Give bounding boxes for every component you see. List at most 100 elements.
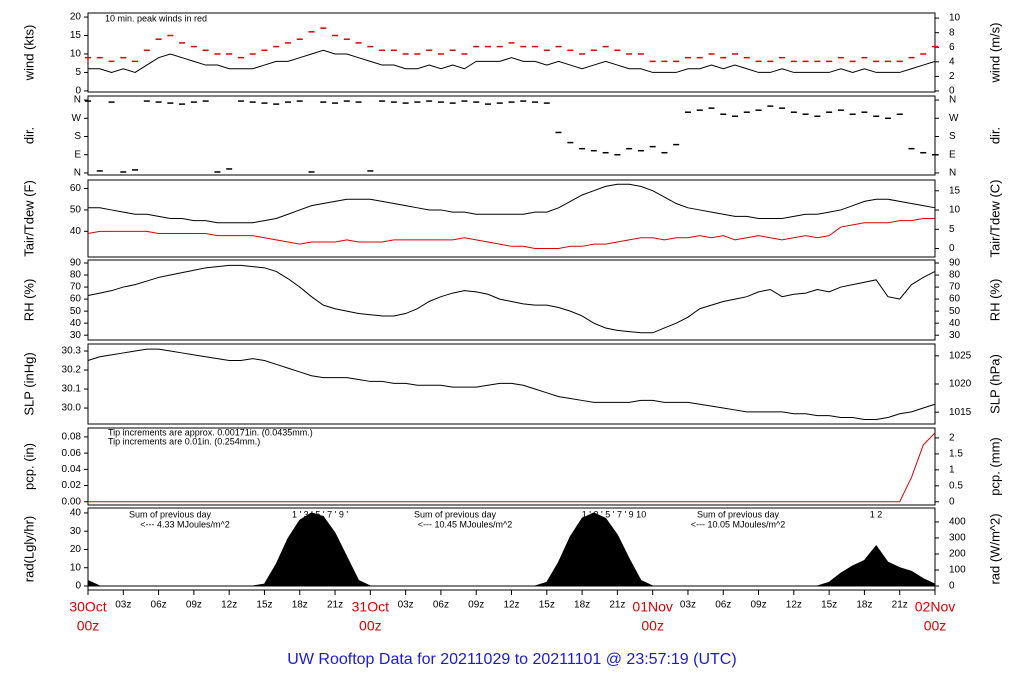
annotation: Sum of previous day [697, 509, 780, 519]
y2-axis-label: pcp. (mm) [987, 437, 1002, 496]
y-axis-label: Tair/Tdew (F) [21, 180, 36, 257]
y2-tick-label: 0 [949, 581, 955, 592]
annotation: 1 ' 3 ' 5 ' 7 ' 9 ' [292, 509, 348, 519]
x-tick-label: 09z [468, 600, 484, 611]
y2-tick-label: 0 [949, 243, 955, 254]
x-tick-label: 15z [539, 600, 555, 611]
day-label: 30Oct [69, 599, 106, 615]
panel-frame [87, 179, 936, 258]
y2-tick-label: 1020 [949, 379, 972, 390]
annotation: <--- 10.05 MJoules/m^2 [691, 519, 786, 529]
y-axis-label: RH (%) [21, 279, 36, 322]
y-tick-label: S [74, 131, 81, 142]
y2-tick-label: 100 [949, 565, 966, 576]
day-label: 01Nov [632, 599, 672, 615]
y-tick-label: 0.04 [62, 464, 82, 475]
y2-tick-label: 80 [949, 270, 961, 281]
y2-axis-label: Tair/Tdew (C) [987, 179, 1002, 257]
x-tick-label: 06z [433, 600, 449, 611]
data-line [88, 183, 936, 224]
y-axis-label: SLP (inHg) [21, 352, 36, 415]
y-tick-label: N [74, 95, 81, 106]
y-tick-label: 90 [70, 258, 82, 269]
y2-tick-label: 0 [949, 86, 955, 97]
x-tick-label: 03z [115, 600, 131, 611]
y-axis-label: wind (kts) [21, 25, 36, 82]
annotation: <--- 10.45 MJoules/m^2 [418, 519, 513, 529]
y2-tick-label: 300 [949, 533, 966, 544]
y2-axis-label: SLP (hPa) [987, 354, 1002, 414]
x-tick-label: 15z [256, 600, 272, 611]
day-label: 02Nov [915, 599, 955, 615]
y2-tick-label: 8 [949, 27, 955, 38]
y2-tick-label: 50 [949, 306, 961, 317]
y2-tick-label: 1 [949, 464, 955, 475]
y-tick-label: 40 [70, 226, 82, 237]
x-tick-label: 15z [821, 600, 837, 611]
annotation: Tip increments are approx. 0.00171in. (0… [108, 427, 313, 437]
x-tick-label: 12z [503, 600, 519, 611]
y2-tick-label: 15 [949, 185, 961, 196]
panel-frame [87, 259, 936, 341]
y-tick-label: 0.08 [62, 432, 82, 443]
y2-tick-label: E [949, 149, 956, 160]
y-tick-label: 60 [70, 294, 82, 305]
y2-tick-label: 10 [949, 13, 961, 24]
y2-axis-label: RH (%) [987, 279, 1002, 322]
annotation: Tip increments are 0.01in. (0.254mm.) [108, 436, 260, 446]
x-tick-label: 21z [892, 600, 908, 611]
data-line [87, 218, 935, 249]
x-tick-label: 03z [398, 600, 414, 611]
x-tick-label: 21z [609, 600, 625, 611]
y2-tick-label: 5 [949, 224, 955, 235]
y2-tick-label: 6 [949, 42, 955, 53]
y-axis-label: dir. [21, 127, 36, 144]
x-tick-label: 09z [750, 600, 766, 611]
y2-tick-label: W [949, 113, 959, 124]
data-line [87, 264, 936, 334]
y2-tick-label: 400 [949, 517, 966, 528]
day-label: 31Oct [352, 599, 389, 615]
y-tick-label: 20 [70, 544, 82, 555]
y-tick-label: 20 [70, 12, 82, 23]
y-tick-label: 0.02 [62, 480, 82, 491]
y2-tick-label: N [949, 168, 956, 179]
y2-tick-label: 90 [949, 258, 961, 269]
y-tick-label: W [72, 113, 82, 124]
annotation: 10 min. peak winds in red [105, 13, 207, 23]
x-tick-label: 00z [924, 618, 947, 634]
annotation: Sum of previous day [414, 509, 497, 519]
y2-tick-label: 2 [949, 433, 955, 444]
y2-axis-label: rad (W/m^2) [987, 513, 1002, 584]
y2-tick-label: 4 [949, 56, 955, 67]
panel-frame [87, 12, 936, 93]
x-tick-label: 00z [77, 618, 100, 634]
y2-tick-label: 0.5 [949, 480, 963, 491]
y2-axis-label: wind (m/s) [987, 23, 1002, 84]
y-tick-label: E [74, 149, 81, 160]
y-tick-label: 30 [70, 330, 82, 341]
x-tick-label: 18z [292, 600, 308, 611]
x-tick-label: 18z [856, 600, 872, 611]
y2-tick-label: 1.5 [949, 449, 963, 460]
chart-title: UW Rooftop Data for 20211029 to 20211101… [287, 651, 736, 668]
y-tick-label: 50 [70, 306, 82, 317]
y-tick-label: 60 [70, 183, 82, 194]
x-tick-label: 12z [221, 600, 237, 611]
y-tick-label: N [74, 168, 81, 179]
y-tick-label: 0.00 [62, 496, 82, 507]
annotation: Sum of previous day [129, 509, 212, 519]
x-tick-label: 18z [574, 600, 590, 611]
y-tick-label: 30.3 [62, 346, 82, 357]
x-tick-label: 00z [641, 618, 664, 634]
annotation: 1 ' 3 ' 5 ' 7 ' 9 10 [582, 509, 646, 519]
y2-tick-label: 1015 [949, 407, 972, 418]
y-tick-label: 30.2 [62, 365, 82, 376]
x-tick-label: 21z [327, 600, 343, 611]
panel-frame [87, 343, 936, 425]
y2-tick-label: 60 [949, 294, 961, 305]
annotation: <--- 4.33 MJoules/m^2 [140, 519, 230, 529]
